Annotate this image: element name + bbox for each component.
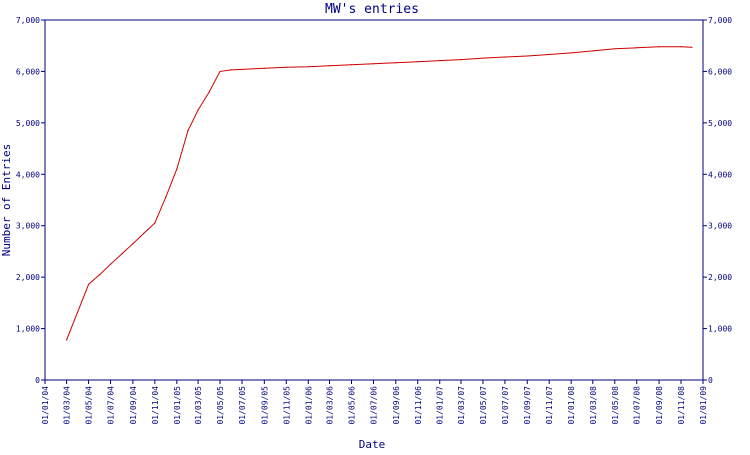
y-tick-label-right: 5,000 (708, 119, 732, 128)
data-point (395, 62, 397, 64)
data-point (208, 91, 210, 93)
y-tick-label-left: 2,000 (16, 273, 40, 282)
x-tick-label: 01/11/08 (677, 386, 686, 425)
data-point (350, 64, 353, 66)
data-point (658, 46, 660, 48)
plot-border (44, 19, 704, 381)
y-tick-label-left: 5,000 (16, 119, 40, 128)
data-point (504, 56, 506, 58)
x-tick-label: 01/03/06 (326, 386, 335, 425)
y-axis-right: 0 1,000 2,000 3,000 4,000 5,000 6,000 7,000 (703, 16, 732, 385)
data-point (691, 46, 693, 48)
y-tick-label-left: 3,000 (16, 222, 40, 231)
x-tick-label: 01/11/07 (545, 386, 554, 425)
data-point (526, 55, 528, 57)
plot-frame (44, 19, 704, 381)
y-tick-label-left: 0 (35, 376, 40, 385)
data-point (176, 168, 178, 170)
data-point (680, 46, 682, 48)
data-point (66, 339, 68, 341)
x-tick-label: 01/09/04 (129, 386, 138, 425)
x-tick-label: 01/01/09 (699, 386, 708, 425)
data-point (219, 70, 221, 73)
data-point (187, 129, 189, 132)
x-tick-label: 01/01/05 (173, 386, 182, 425)
x-tick-label: 01/07/06 (369, 386, 378, 425)
data-point (417, 61, 419, 63)
data-point (460, 59, 462, 61)
data-point (372, 63, 375, 65)
data-point (143, 232, 145, 235)
x-tick-label: 01/05/08 (611, 386, 620, 425)
x-tick-label: 01/01/07 (436, 386, 445, 425)
x-tick-label: 01/05/04 (85, 386, 94, 425)
x-tick-label: 01/01/08 (567, 386, 576, 425)
y-axis-label: Number of Entries (0, 144, 13, 257)
x-tick-label: 01/03/08 (589, 386, 598, 425)
chart-title: MW's entries (325, 2, 419, 17)
data-point (197, 109, 199, 111)
data-point (165, 196, 167, 199)
x-axis: 01/01/04 01/03/04 01/05/04 01/07/04 01/09/04… (41, 380, 708, 425)
y-tick-label-right: 2,000 (708, 273, 732, 282)
data-point (482, 57, 484, 59)
y-tick-label-right: 7,000 (708, 16, 732, 25)
data-point (121, 253, 123, 255)
data-point (592, 50, 594, 52)
series-group (66, 46, 693, 341)
data-point (328, 65, 331, 67)
data-point (132, 243, 134, 245)
y-tick-label-right: 0 (708, 376, 713, 385)
x-tick-label: 01/11/05 (282, 386, 291, 425)
data-point (636, 47, 638, 49)
data-point (570, 52, 572, 54)
data-point (87, 283, 90, 285)
x-tick-label: 01/09/06 (392, 386, 401, 425)
x-tick-label: 01/05/07 (479, 386, 488, 425)
x-tick-label: 01/01/04 (41, 386, 50, 425)
x-tick-label: 01/07/08 (633, 386, 642, 425)
y-axis-left: 0 1,000 2,000 3,000 4,000 5,000 6,000 7,000 (16, 16, 45, 385)
x-tick-label: 01/09/07 (523, 386, 532, 425)
x-tick-label: 01/09/05 (260, 386, 269, 425)
data-point (109, 263, 112, 265)
x-tick-label: 01/05/06 (347, 386, 356, 425)
x-tick-label: 01/01/06 (304, 386, 313, 425)
data-point (154, 222, 156, 224)
x-tick-label: 01/11/06 (414, 386, 423, 425)
data-point (285, 66, 287, 68)
y-tick-label-left: 6,000 (16, 67, 40, 76)
x-axis-label: Date (359, 438, 386, 450)
y-tick-label-left: 7,000 (16, 16, 40, 25)
x-tick-label: 01/11/04 (151, 386, 160, 425)
x-tick-label: 01/07/07 (501, 386, 510, 425)
data-point (439, 60, 441, 62)
y-tick-label-right: 3,000 (708, 222, 732, 231)
y-tick-label-left: 4,000 (16, 170, 40, 179)
x-tick-label: 01/03/07 (457, 386, 466, 425)
y-tick-label-right: 4,000 (708, 170, 732, 179)
data-point (99, 273, 101, 276)
x-tick-label: 01/07/04 (107, 386, 116, 425)
data-point (263, 67, 265, 69)
data-point (241, 68, 243, 70)
x-tick-label: 01/03/05 (194, 386, 203, 425)
data-point (614, 48, 616, 50)
x-tick-label: 01/09/08 (655, 386, 664, 425)
x-tick-label: 01/03/04 (63, 386, 72, 425)
y-tick-label-right: 1,000 (708, 325, 732, 334)
data-point (307, 66, 309, 68)
x-tick-label: 01/05/05 (216, 386, 225, 425)
data-point (230, 69, 232, 71)
x-tick-label: 01/07/05 (238, 386, 247, 425)
y-tick-label-left: 1,000 (16, 325, 40, 334)
data-point (548, 53, 550, 56)
y-tick-label-right: 6,000 (708, 67, 732, 76)
